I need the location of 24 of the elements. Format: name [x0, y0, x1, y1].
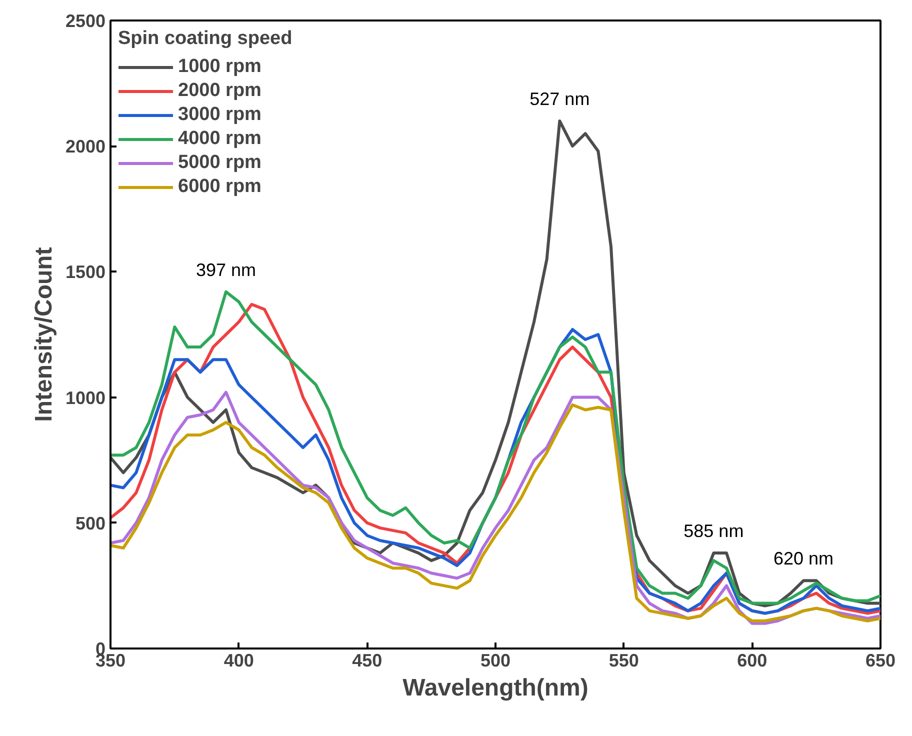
- legend-label: 1000 rpm: [178, 55, 262, 79]
- annotation: 620 nm: [773, 548, 834, 569]
- annotation: 585 nm: [684, 521, 744, 542]
- x-tick-label: 600: [737, 650, 768, 670]
- annotation: 397 nm: [196, 260, 256, 280]
- x-axis-title: Wavelength(nm): [402, 674, 588, 702]
- y-tick-label: 1500: [65, 262, 106, 282]
- y-tick-label: 1000: [65, 388, 106, 408]
- y-tick-label: 2500: [65, 11, 106, 31]
- legend-title: Spin coating speed: [118, 28, 292, 50]
- y-tick-label: 2000: [65, 136, 106, 157]
- x-tick-label: 450: [352, 650, 382, 670]
- y-tick-label: 500: [75, 513, 106, 534]
- legend-label: 3000 rpm: [178, 103, 262, 127]
- x-tick-label: 400: [224, 650, 254, 670]
- x-tick-label: 650: [865, 650, 896, 670]
- legend-label: 5000 rpm: [178, 151, 262, 175]
- annotation: 527 nm: [530, 88, 590, 109]
- x-tick-label: 500: [480, 650, 511, 670]
- legend-label: 2000 rpm: [178, 79, 262, 103]
- y-axis-title: Intensity/Count: [30, 247, 58, 422]
- legend-label: 4000 rpm: [178, 127, 262, 151]
- x-tick-label: 550: [608, 650, 639, 670]
- legend-label: 6000 rpm: [178, 175, 262, 199]
